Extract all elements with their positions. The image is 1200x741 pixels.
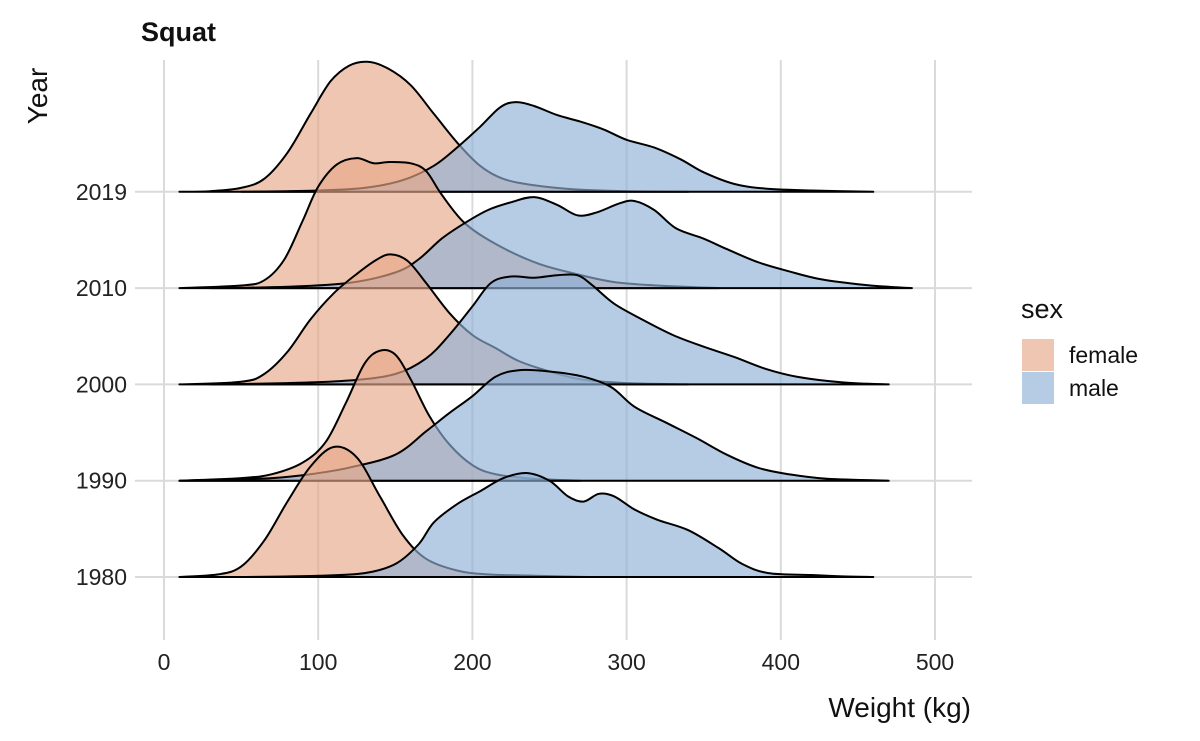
- density-ridges: [178, 60, 913, 578]
- y-tick-label: 2019: [76, 179, 127, 205]
- x-tick-label: 500: [916, 649, 954, 675]
- ridge-male-2000: [209, 273, 890, 386]
- x-axis-ticks: 0 100 200 300 400 500: [158, 649, 955, 675]
- x-tick-label: 400: [762, 649, 800, 675]
- x-axis-title: Weight (kg): [828, 692, 971, 723]
- x-tick-label: 200: [453, 649, 491, 675]
- ridge-male-1980: [240, 471, 875, 578]
- legend: sex female male: [1021, 294, 1138, 404]
- chart-title: Squat: [141, 17, 216, 47]
- x-tick-label: 0: [158, 649, 171, 675]
- legend-label-male: male: [1069, 375, 1119, 401]
- y-tick-label: 2010: [76, 275, 127, 301]
- ridge-male-2010: [209, 196, 913, 290]
- legend-label-female: female: [1069, 342, 1138, 368]
- y-axis-title: Year: [22, 68, 53, 125]
- y-tick-label: 1980: [76, 564, 127, 590]
- y-axis-ticks: 1980 1990 2000 2010 2019: [76, 179, 127, 590]
- x-tick-label: 300: [607, 649, 645, 675]
- legend-key-female: [1022, 339, 1054, 371]
- y-tick-label: 2000: [76, 371, 127, 397]
- legend-title: sex: [1021, 294, 1064, 324]
- x-tick-label: 100: [299, 649, 337, 675]
- y-tick-label: 1990: [76, 468, 127, 494]
- ridge-male-1990: [178, 368, 890, 482]
- legend-key-male: [1022, 372, 1054, 404]
